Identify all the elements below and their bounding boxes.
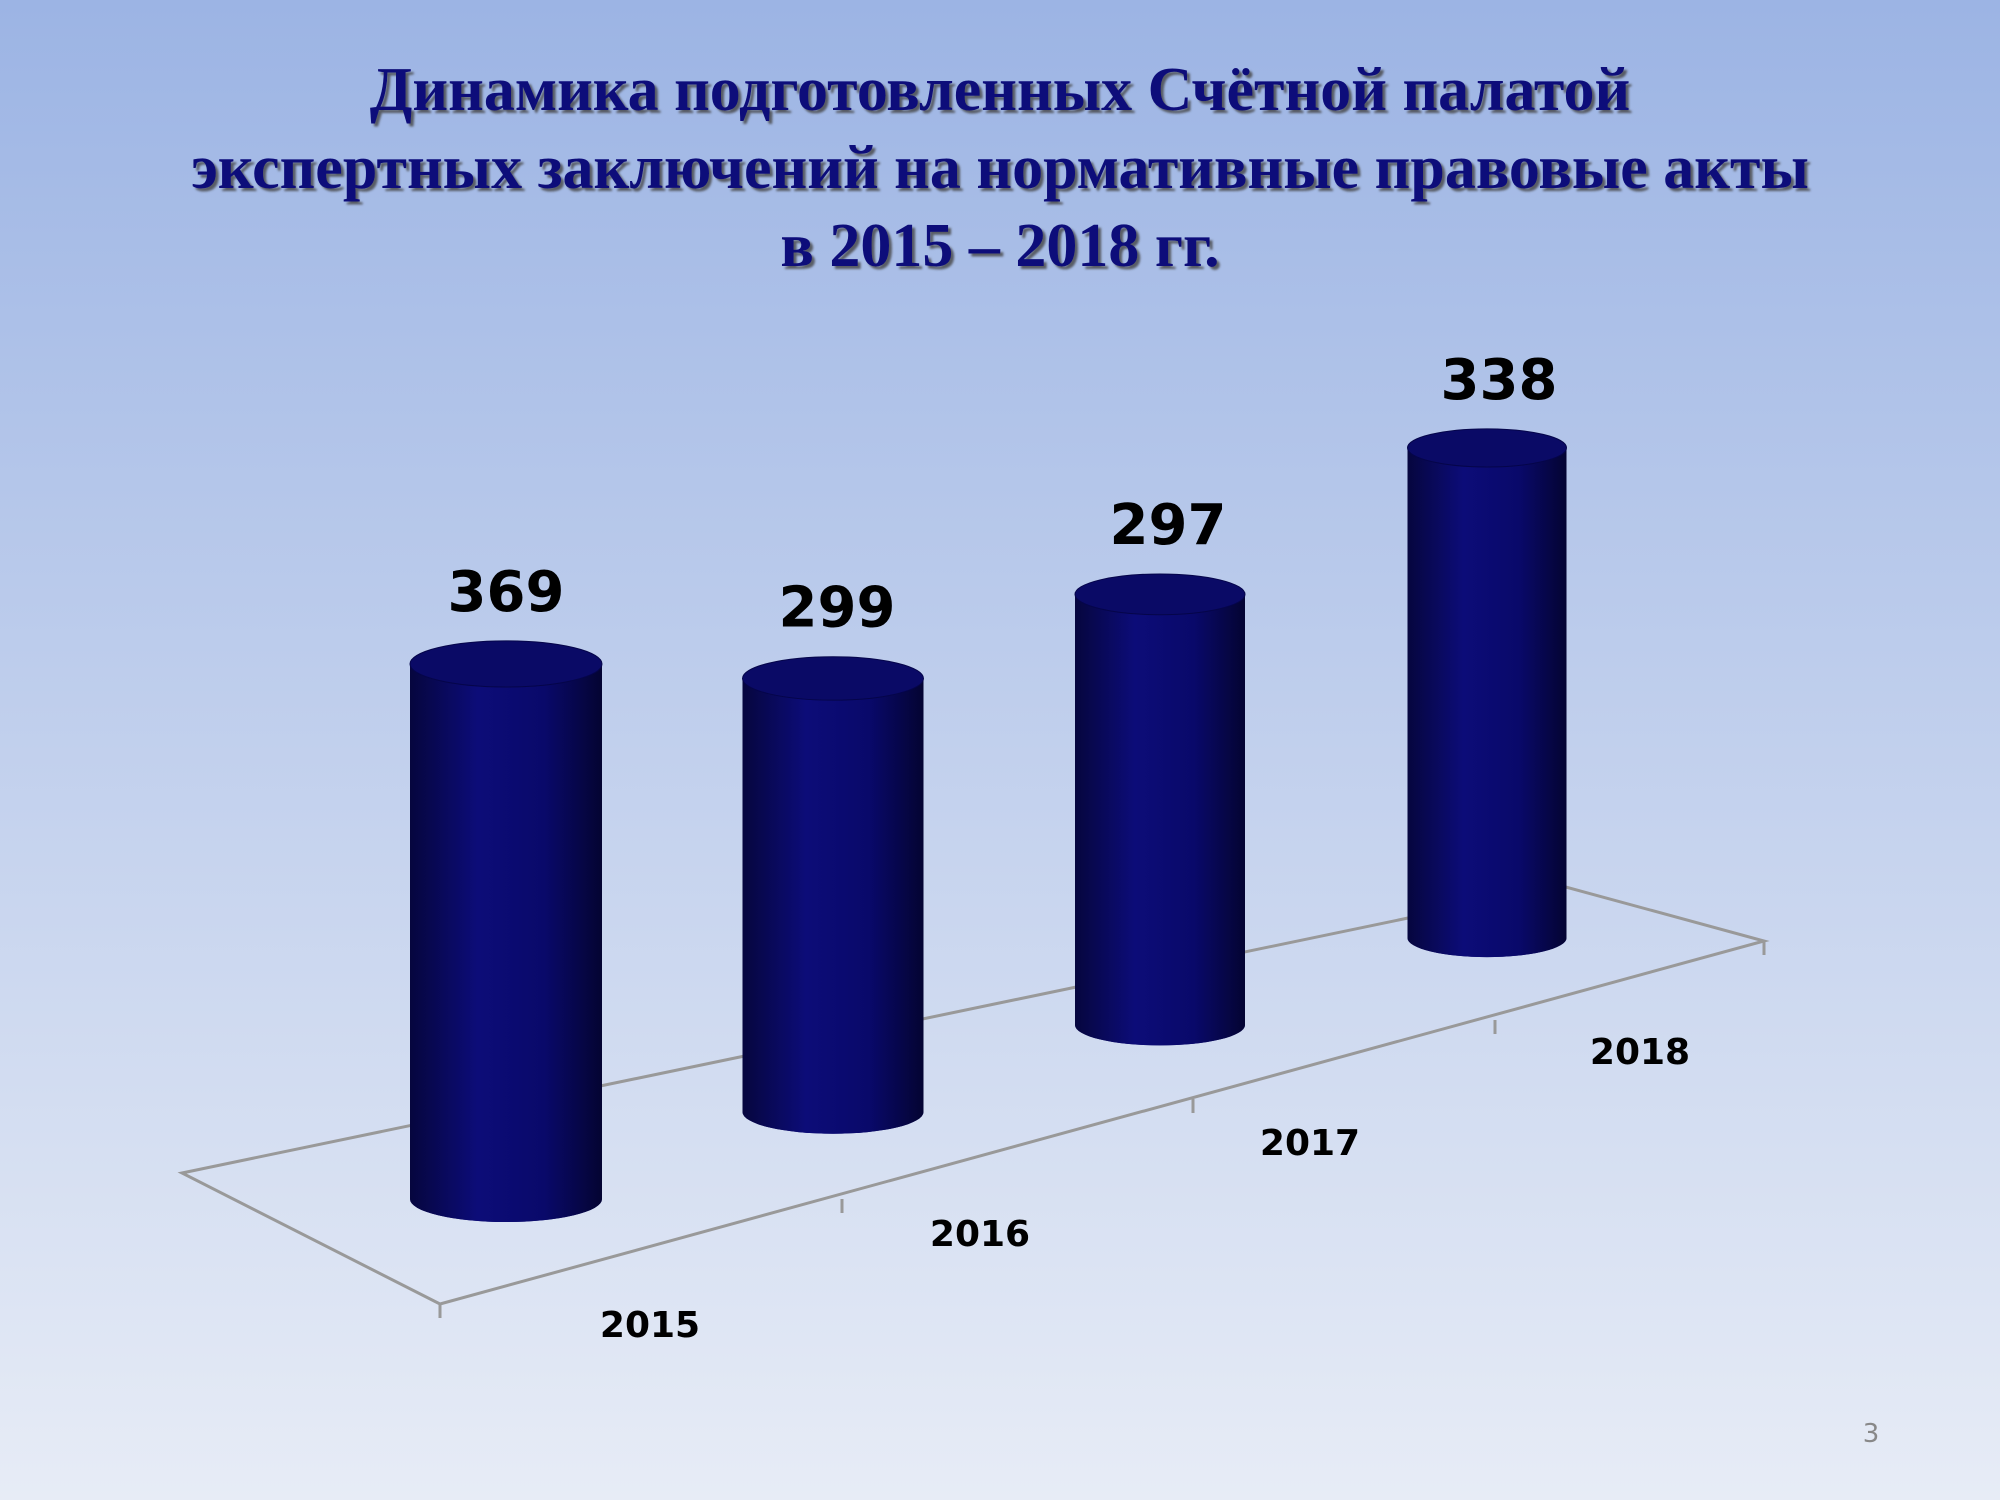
cylinder-top — [1074, 573, 1246, 616]
title-line: экспертных заключений на нормативные пра… — [191, 134, 1809, 202]
cylinder-top — [409, 640, 603, 688]
cylinder-body — [742, 678, 924, 1134]
cylinder-top — [1407, 428, 1567, 468]
cylinder-body — [1075, 594, 1245, 1046]
x-tick-label: 2018 — [1590, 1032, 1690, 1073]
title-line: в 2015 – 2018 гг. — [780, 212, 1219, 280]
x-tick-label: 2015 — [600, 1305, 700, 1346]
floor — [177, 884, 1770, 1318]
cylinder-body — [410, 663, 602, 1223]
value-label: 338 — [1441, 348, 1558, 413]
x-tick-label: 2017 — [1260, 1123, 1360, 1164]
value-label: 369 — [448, 560, 565, 625]
value-label: 297 — [1110, 493, 1227, 558]
cylinder-body — [1407, 447, 1567, 958]
x-tick-label: 2016 — [930, 1214, 1030, 1255]
value-label: 299 — [779, 576, 896, 641]
page-number: 3 — [1863, 1419, 1880, 1449]
cylinder-top — [742, 656, 924, 701]
title-line: Динамика подготовленных Счётной палатой — [370, 56, 1631, 124]
